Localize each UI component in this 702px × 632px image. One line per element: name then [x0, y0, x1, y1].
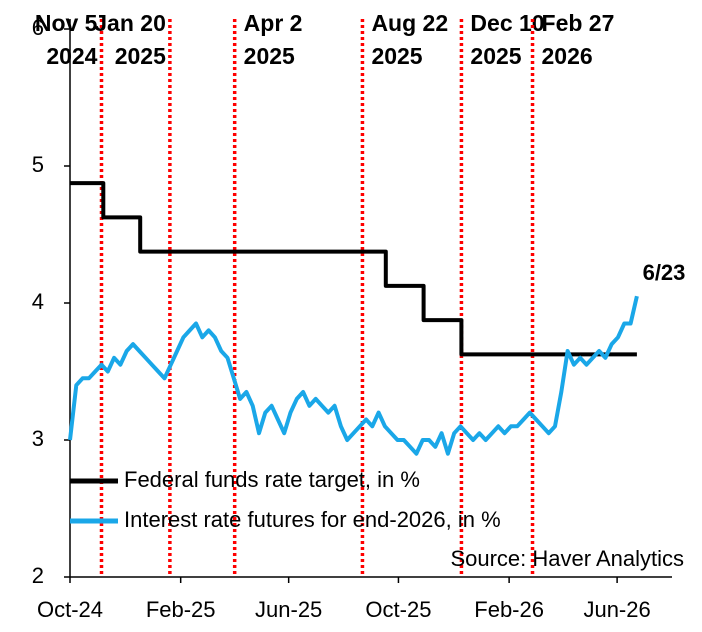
x-tick-label: Oct-24 — [37, 597, 103, 622]
event-label: 2025 — [244, 43, 295, 69]
x-tick-label: Jun-26 — [583, 597, 650, 622]
y-tick-label: 6 — [32, 15, 44, 40]
end-label: 6/23 — [643, 260, 686, 285]
event-label: Apr 2 — [244, 10, 303, 36]
x-tick-label: Oct-25 — [365, 597, 431, 622]
x-tick-label: Feb-25 — [146, 597, 216, 622]
y-tick-label: 4 — [32, 289, 44, 314]
event-label: 2024 — [46, 43, 97, 69]
x-tick-label: Jun-25 — [255, 597, 322, 622]
event-label: 2025 — [371, 43, 422, 69]
event-label: Aug 22 — [371, 10, 448, 36]
x-tick-label: Feb-26 — [474, 597, 544, 622]
legend-label: Interest rate futures for end-2026, in % — [124, 507, 501, 532]
y-tick-label: 5 — [32, 152, 44, 177]
event-label: 2026 — [542, 43, 593, 69]
event-label: Jan 20 — [94, 10, 166, 36]
y-tick-label: 3 — [32, 426, 44, 451]
series-line — [70, 181, 637, 357]
event-label: 2025 — [115, 43, 166, 69]
event-label: 2025 — [470, 43, 521, 69]
legend-label: Federal funds rate target, in % — [124, 467, 420, 492]
y-tick-label: 2 — [32, 563, 44, 588]
series-line — [68, 295, 639, 456]
event-label: Nov 5 — [35, 10, 98, 36]
event-label: Feb 27 — [542, 10, 615, 36]
source-note: Source: Haver Analytics — [450, 546, 684, 571]
